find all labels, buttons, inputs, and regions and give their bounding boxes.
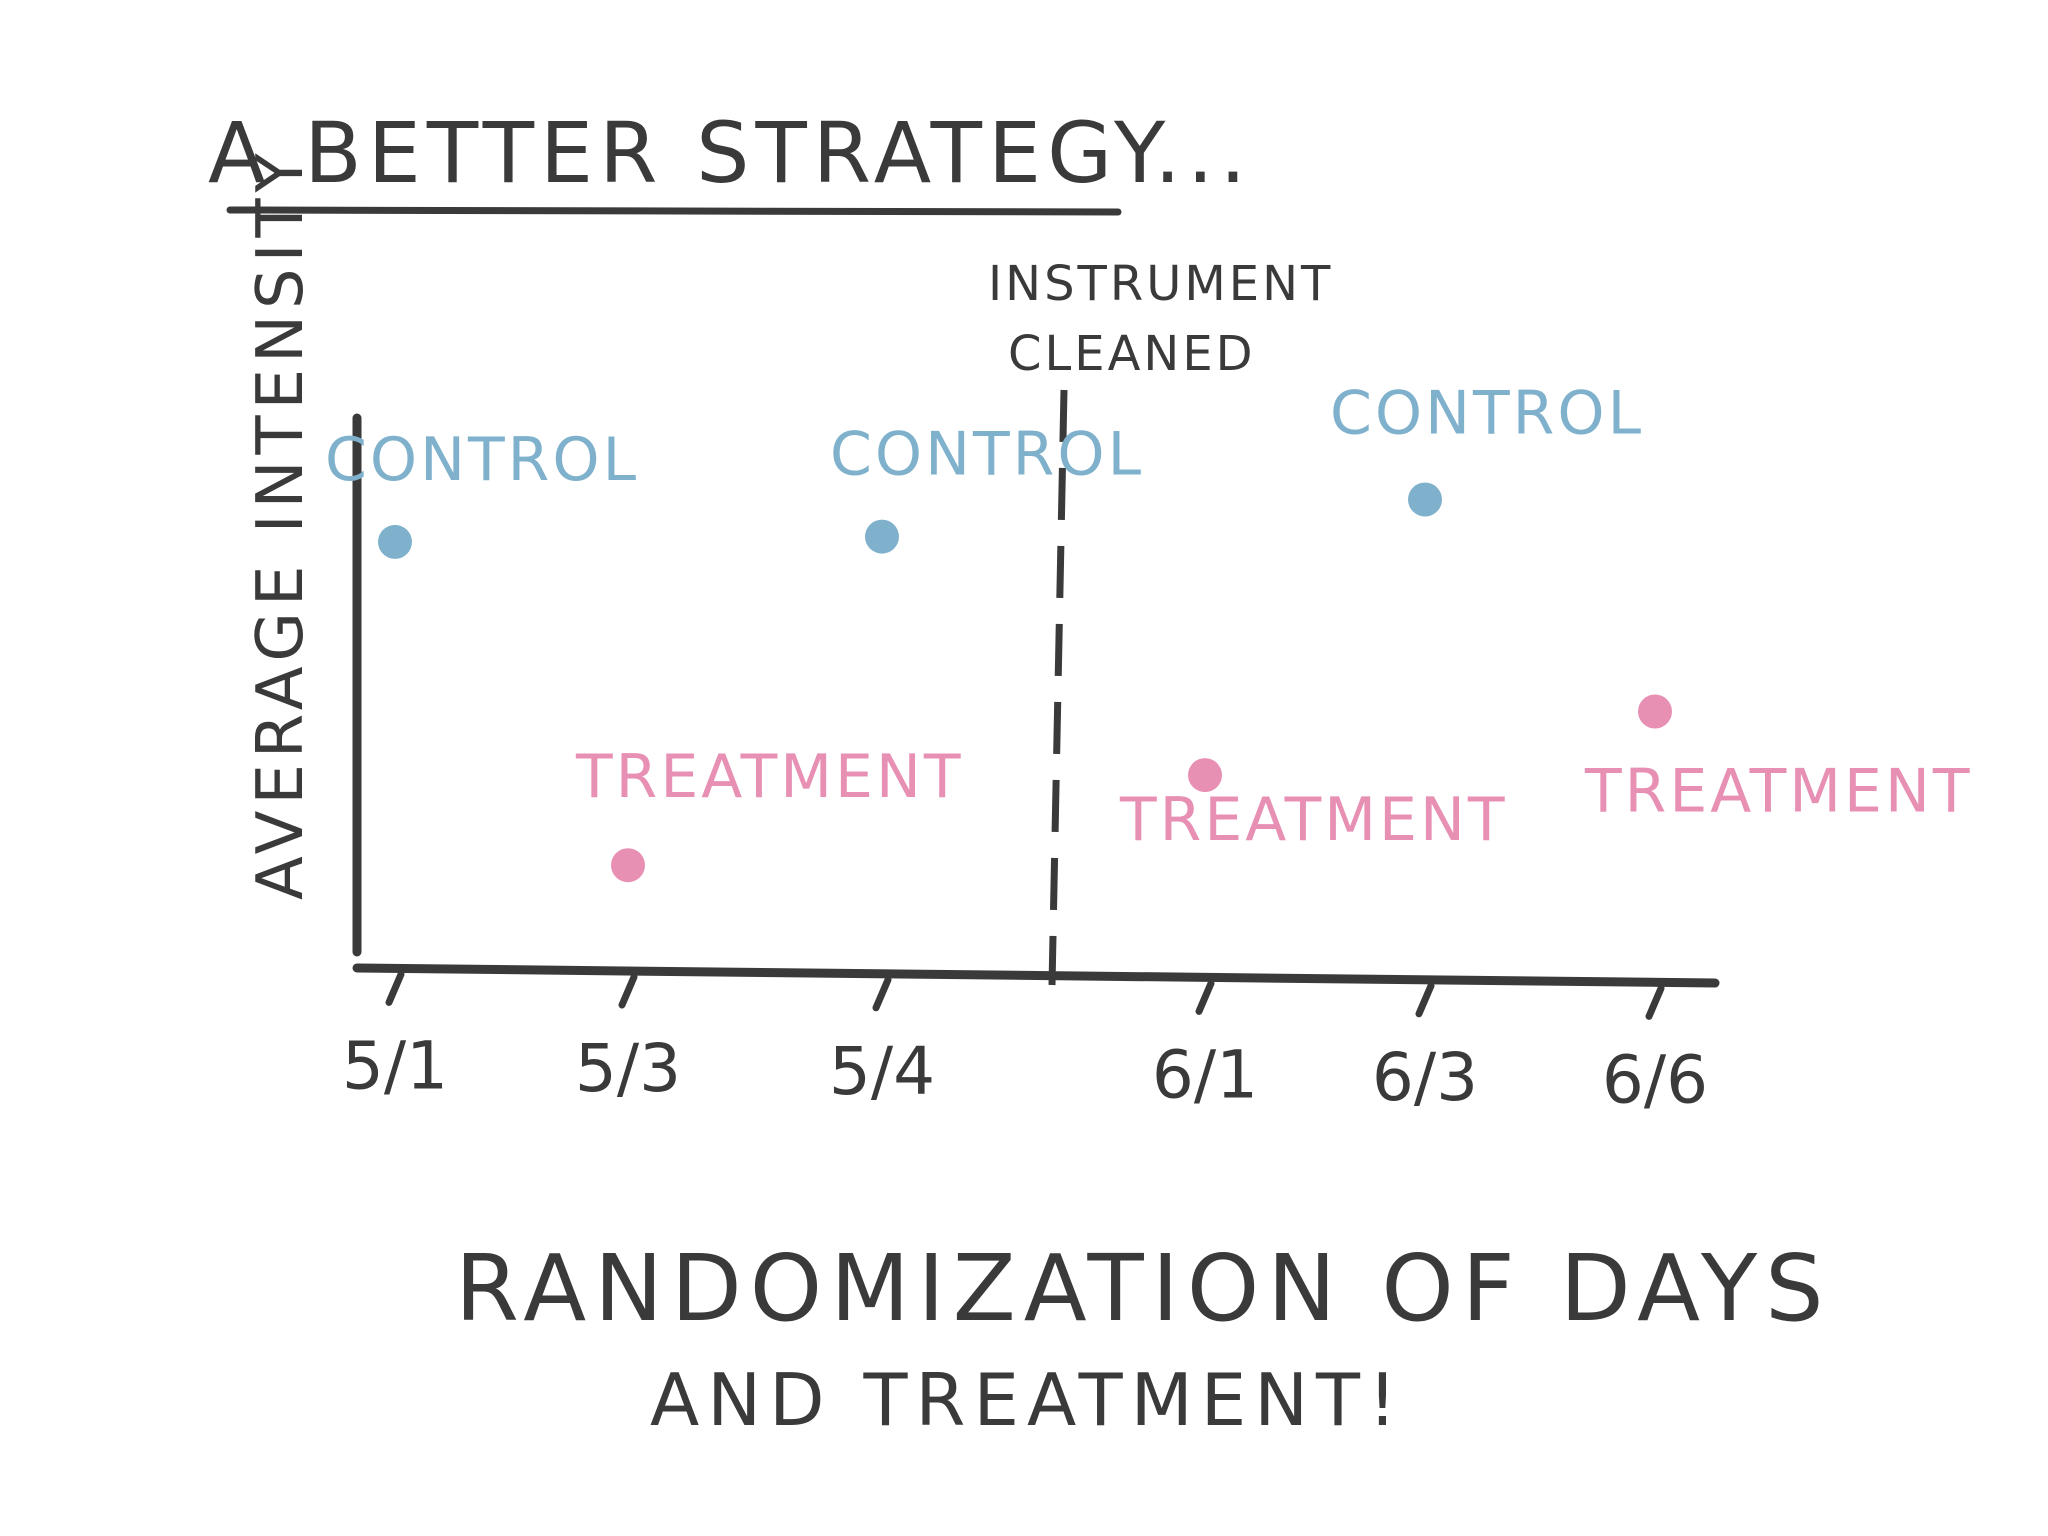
control-label: CONTROL bbox=[325, 425, 639, 495]
control-point bbox=[865, 519, 899, 554]
title-underline bbox=[226, 206, 1122, 216]
x-tick-label: 5/1 bbox=[342, 1027, 448, 1104]
x-tick bbox=[872, 976, 892, 1012]
y-axis-label: AVERAGE INTENSITY bbox=[244, 147, 318, 900]
x-tick bbox=[618, 973, 638, 1009]
caption-line-2: AND TREATMENT! bbox=[650, 1358, 1405, 1442]
caption-line-1: RANDOMIZATION OF DAYS bbox=[455, 1235, 1832, 1342]
cleaning-divider bbox=[1048, 389, 1068, 986]
treatment-label: TREATMENT bbox=[1584, 757, 1973, 827]
x-tick-label: 6/6 bbox=[1602, 1041, 1708, 1118]
x-tick-label: 5/4 bbox=[829, 1033, 935, 1110]
treatment-label: TREATMENT bbox=[1119, 785, 1508, 855]
x-tick-label: 6/3 bbox=[1372, 1039, 1478, 1116]
point-labels: CONTROL TREATMENT CONTROL TREATMENT CONTROL T… bbox=[325, 379, 1973, 856]
x-tick bbox=[1195, 979, 1215, 1015]
x-tick bbox=[385, 970, 405, 1006]
treatment-label: TREATMENT bbox=[575, 742, 964, 812]
sketch-title: A BETTER STRATEGY... bbox=[208, 104, 1252, 202]
control-point bbox=[378, 524, 412, 559]
annotation-line-1: INSTRUMENT bbox=[988, 256, 1333, 312]
x-tick-label: 6/1 bbox=[1152, 1036, 1258, 1113]
treatment-point bbox=[1188, 758, 1222, 793]
control-point bbox=[1408, 482, 1442, 517]
x-tick bbox=[1645, 984, 1665, 1020]
annotation-line-2: CLEANED bbox=[1008, 326, 1256, 382]
x-tick-labels: 5/1 5/3 5/4 6/1 6/3 6/6 bbox=[342, 1027, 1708, 1118]
x-tick bbox=[1415, 982, 1435, 1018]
x-ticks bbox=[385, 970, 1665, 1020]
control-label: CONTROL bbox=[1330, 379, 1644, 449]
x-axis-line bbox=[352, 963, 1720, 988]
control-label: CONTROL bbox=[830, 420, 1144, 490]
treatment-point bbox=[611, 848, 645, 883]
treatment-point bbox=[1638, 694, 1672, 729]
data-points bbox=[378, 482, 1672, 883]
x-tick-label: 5/3 bbox=[575, 1030, 681, 1107]
